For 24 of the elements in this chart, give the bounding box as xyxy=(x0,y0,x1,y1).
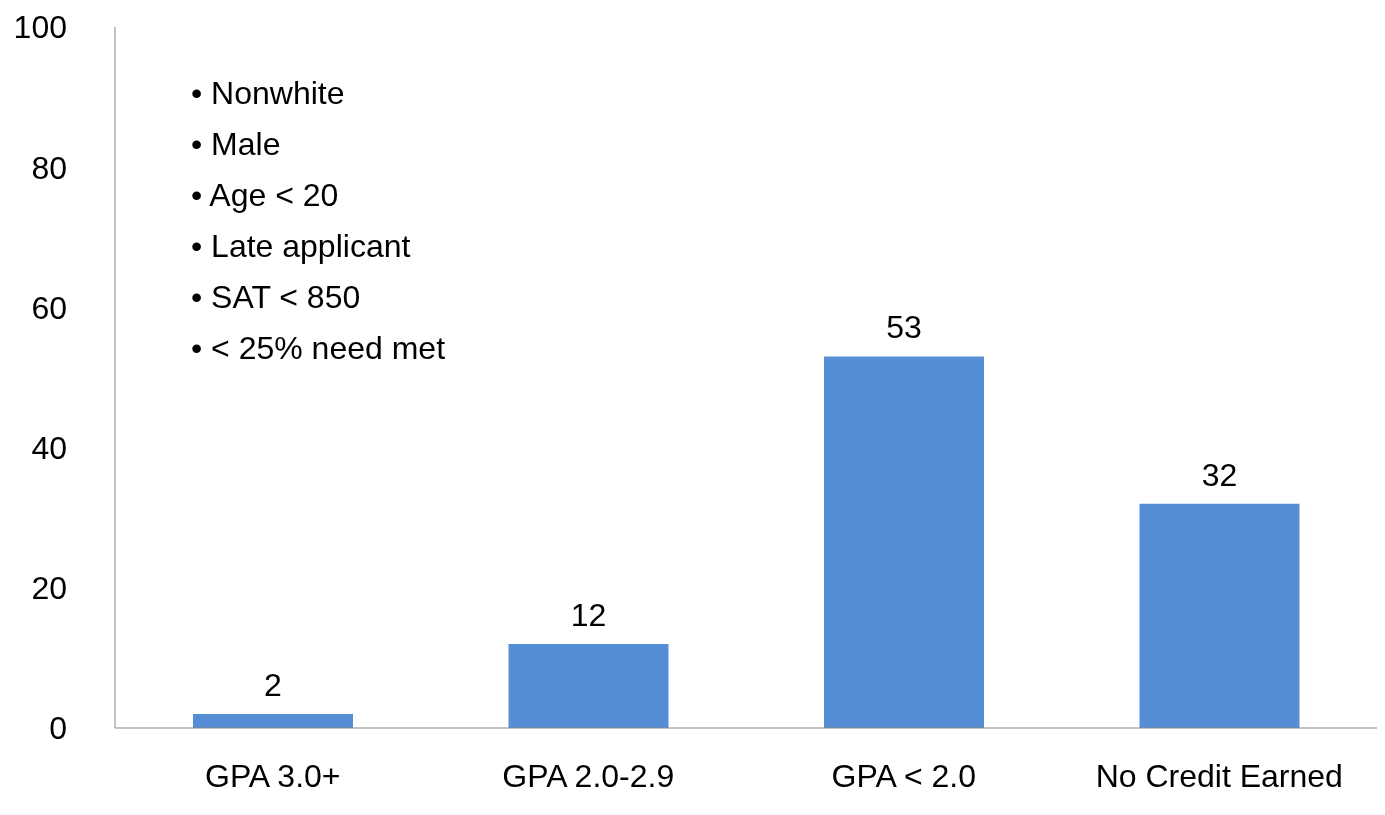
annotation: • Age < 20 xyxy=(191,176,340,215)
x-tick-label: No Credit Earned xyxy=(1095,757,1343,794)
y-tick-label: 100 xyxy=(13,9,67,46)
bar xyxy=(193,713,353,728)
annotation: • Nonwhite xyxy=(191,74,346,113)
bar xyxy=(1139,503,1300,728)
y-tick-label: 40 xyxy=(31,429,67,466)
annotation: • SAT < 850 xyxy=(191,278,362,317)
bar xyxy=(508,643,669,728)
annotation: • Late applicant xyxy=(191,227,412,266)
y-tick-label: 80 xyxy=(31,149,67,186)
data-label: 53 xyxy=(886,309,922,346)
annotation: • Male xyxy=(191,125,282,164)
x-tick-label: GPA < 2.0 xyxy=(831,757,976,794)
data-label: 32 xyxy=(1201,456,1238,493)
y-tick-label: 60 xyxy=(31,289,67,326)
x-tick-label: GPA 3.0+ xyxy=(205,757,341,794)
data-label: 12 xyxy=(570,596,607,633)
x-tick-label: GPA 2.0-2.9 xyxy=(502,757,675,794)
data-label: 2 xyxy=(264,666,282,703)
y-tick-label: 20 xyxy=(31,570,67,607)
annotation: • < 25% need met xyxy=(191,329,446,368)
y-tick-label: 0 xyxy=(49,710,67,747)
bar xyxy=(824,356,984,728)
